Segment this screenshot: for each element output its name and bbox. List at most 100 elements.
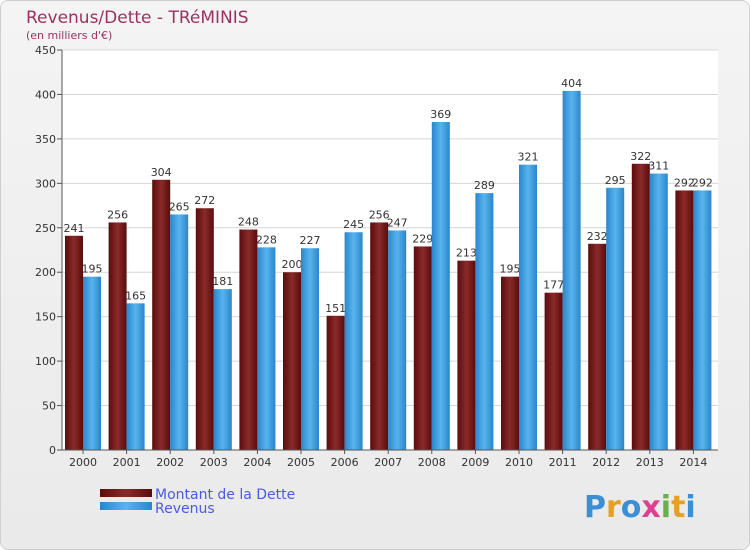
x-tick-label: 2001 bbox=[113, 456, 141, 469]
value-label: 304 bbox=[151, 166, 172, 179]
logo-letter: i bbox=[661, 490, 671, 525]
y-tick-label: 100 bbox=[35, 355, 56, 368]
value-label: 247 bbox=[387, 216, 408, 229]
value-label: 195 bbox=[500, 263, 521, 276]
x-tick-label: 2002 bbox=[156, 456, 184, 469]
x-tick-label: 2006 bbox=[331, 456, 359, 469]
value-label: 311 bbox=[648, 160, 669, 173]
y-tick-label: 0 bbox=[49, 444, 56, 457]
value-label: 321 bbox=[518, 151, 539, 164]
value-label: 272 bbox=[194, 194, 215, 207]
x-tick-label: 2003 bbox=[200, 456, 228, 469]
logo-letter: P bbox=[584, 490, 606, 525]
x-tick-label: 2004 bbox=[243, 456, 271, 469]
bar-revenue bbox=[388, 230, 407, 450]
chart-subtitle: (en milliers d'€) bbox=[26, 29, 112, 42]
y-axis: 0 50 100 150 200 250 300 350 400 450 bbox=[35, 44, 63, 457]
y-tick-label: 50 bbox=[42, 400, 56, 413]
x-tick-label: 2011 bbox=[549, 456, 577, 469]
value-label: 292 bbox=[692, 176, 713, 189]
value-label: 181 bbox=[212, 275, 233, 288]
value-label: 195 bbox=[82, 263, 103, 276]
value-label: 245 bbox=[343, 218, 364, 231]
bar-debt bbox=[457, 260, 476, 450]
y-tick-label: 300 bbox=[35, 177, 56, 190]
value-label: 227 bbox=[300, 234, 321, 247]
bar-revenue bbox=[693, 190, 712, 450]
logo-letter: x bbox=[641, 490, 660, 525]
bar-debt bbox=[283, 272, 301, 450]
bar-debt bbox=[152, 179, 171, 450]
value-label: 248 bbox=[238, 216, 259, 229]
value-label: 292 bbox=[674, 176, 695, 189]
x-tick-label: 2010 bbox=[505, 456, 533, 469]
value-label: 265 bbox=[169, 200, 190, 213]
x-tick-label: 2005 bbox=[287, 456, 315, 469]
x-tick-label: 2008 bbox=[418, 456, 446, 469]
bars: 241 195 256 165 304 265 272 181 248 228 200 227 151 2… bbox=[64, 77, 713, 451]
y-tick-label: 400 bbox=[35, 88, 56, 101]
x-tick-label: 2013 bbox=[636, 456, 664, 469]
x-axis: 2000 2001 2002 2003 2004 2005 2006 2007 2008 2009… bbox=[62, 449, 718, 469]
logo-letter: r bbox=[606, 490, 621, 525]
y-tick-label: 350 bbox=[35, 133, 56, 146]
x-tick-label: 2012 bbox=[592, 456, 620, 469]
bar-debt bbox=[326, 315, 345, 450]
bar-revenue bbox=[431, 122, 450, 450]
value-label: 213 bbox=[456, 247, 477, 260]
bar-debt bbox=[65, 235, 83, 450]
bar-revenue bbox=[649, 173, 668, 451]
bar-debt bbox=[370, 222, 389, 450]
value-label: 229 bbox=[412, 232, 433, 245]
value-label: 289 bbox=[474, 179, 495, 192]
x-tick-label: 2009 bbox=[461, 456, 489, 469]
y-tick-label: 200 bbox=[35, 266, 56, 279]
legend-label-revenue: Revenus bbox=[155, 501, 215, 517]
value-label: 151 bbox=[325, 302, 346, 315]
logo-letter: i bbox=[685, 490, 695, 525]
x-tick-label: 2014 bbox=[679, 456, 707, 469]
bar-revenue bbox=[126, 303, 145, 450]
logo-letter: o bbox=[621, 490, 642, 525]
bar-debt bbox=[413, 246, 432, 450]
bar-revenue bbox=[344, 232, 363, 450]
y-tick-label: 450 bbox=[35, 44, 56, 57]
bar-debt bbox=[108, 222, 127, 450]
value-label: 322 bbox=[630, 150, 651, 163]
bar-revenue bbox=[562, 90, 581, 450]
bar-revenue bbox=[475, 193, 494, 450]
bar-debt bbox=[239, 229, 258, 450]
bar-revenue bbox=[519, 164, 537, 450]
legend-label-debt: Montant de la Dette bbox=[155, 487, 295, 503]
x-tick-label: 2000 bbox=[69, 456, 97, 469]
value-label: 295 bbox=[605, 174, 626, 187]
value-label: 200 bbox=[282, 258, 303, 271]
value-label: 256 bbox=[107, 208, 128, 221]
value-label: 177 bbox=[543, 279, 564, 292]
legend-swatch-debt bbox=[100, 489, 152, 497]
proxiti-logo: Proxiti bbox=[584, 490, 696, 525]
y-tick-label: 150 bbox=[35, 311, 56, 324]
logo-letter: t bbox=[671, 490, 685, 525]
value-label: 369 bbox=[430, 108, 451, 121]
legend-swatch-revenue bbox=[100, 502, 152, 510]
bar-debt bbox=[631, 163, 650, 450]
x-tick-label: 2007 bbox=[374, 456, 402, 469]
bar-revenue bbox=[301, 248, 319, 450]
bar-revenue bbox=[606, 187, 625, 450]
bar-debt bbox=[544, 292, 563, 450]
bar-revenue bbox=[213, 289, 232, 450]
bar-revenue bbox=[170, 214, 189, 450]
value-label: 228 bbox=[256, 233, 277, 246]
value-label: 165 bbox=[125, 289, 146, 302]
chart-title: Revenus/Dette - TRéMINIS bbox=[26, 8, 249, 28]
bar-debt bbox=[501, 276, 519, 450]
value-label: 241 bbox=[64, 222, 85, 235]
y-tick-label: 250 bbox=[35, 222, 56, 235]
bar-revenue bbox=[257, 247, 276, 450]
legend: Montant de la Dette Revenus bbox=[100, 487, 295, 517]
value-label: 232 bbox=[587, 230, 608, 243]
value-label: 256 bbox=[369, 208, 390, 221]
bar-debt bbox=[675, 190, 694, 450]
